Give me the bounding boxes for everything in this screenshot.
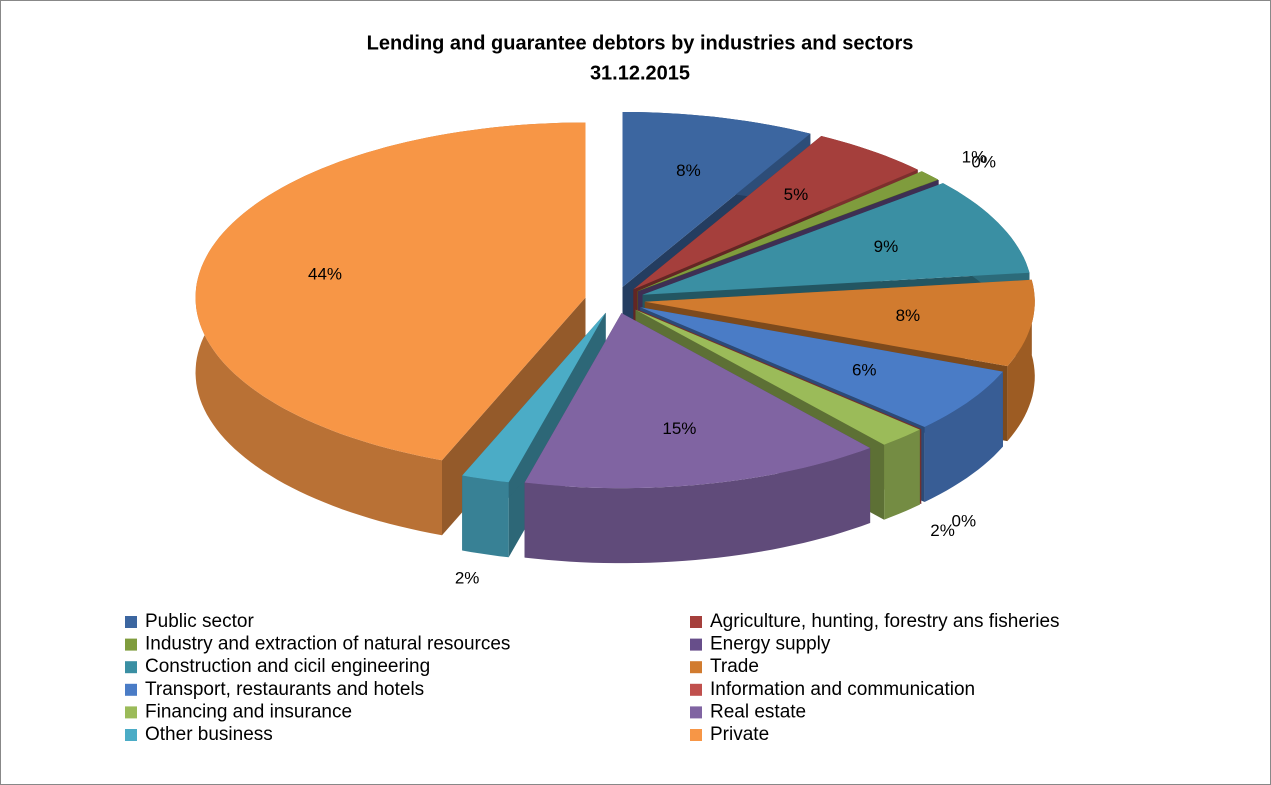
legend-label: Agriculture, hunting, forestry ans fishe… bbox=[710, 611, 1060, 632]
legend-swatch bbox=[125, 661, 137, 674]
slice bbox=[462, 312, 606, 483]
legend-label: Real estate bbox=[710, 701, 806, 722]
data-label: 5% bbox=[784, 185, 809, 204]
legend-swatch bbox=[690, 729, 702, 741]
slice bbox=[642, 183, 1030, 295]
data-label: 2% bbox=[455, 569, 480, 588]
slice bbox=[635, 309, 920, 445]
legend-swatch bbox=[125, 616, 137, 628]
legend-label: Transport, restaurants and hotels bbox=[145, 679, 424, 700]
data-label: 44% bbox=[308, 265, 342, 284]
slice bbox=[622, 112, 811, 287]
data-label: 15% bbox=[662, 419, 696, 438]
data-label: 0% bbox=[971, 153, 996, 172]
data-label: 8% bbox=[676, 161, 701, 180]
slice bbox=[640, 307, 1003, 427]
data-label: 6% bbox=[852, 360, 877, 379]
slice-rim bbox=[924, 371, 1003, 502]
slice-rim bbox=[1007, 279, 1035, 442]
legend-label: Private bbox=[710, 724, 769, 745]
legend-swatch bbox=[125, 706, 137, 719]
chart-subtitle: 31.12.2015 bbox=[590, 62, 690, 84]
slice bbox=[633, 136, 918, 290]
slice bbox=[524, 313, 871, 489]
slice bbox=[195, 122, 586, 461]
legend-swatch bbox=[690, 683, 702, 696]
slice-rim bbox=[524, 448, 871, 564]
legend-label: Industry and extraction of natural resou… bbox=[145, 634, 510, 655]
legend: Public sector Agriculture, hunting, fores… bbox=[125, 611, 1060, 745]
pie: 8%5%1%0%9%44%8%6%0%2%2%15% bbox=[195, 112, 1035, 588]
legend-label: Other business bbox=[145, 724, 273, 745]
legend-label: Construction and cicil engineering bbox=[145, 656, 430, 677]
legend-swatch bbox=[125, 729, 137, 741]
data-label: 1% bbox=[962, 147, 987, 166]
data-label: 2% bbox=[930, 521, 955, 540]
legend-label: Trade bbox=[710, 656, 759, 677]
legend-label: Financing and insurance bbox=[145, 701, 352, 722]
legend-swatch bbox=[690, 706, 702, 719]
slice bbox=[637, 171, 938, 292]
data-label: 8% bbox=[896, 306, 921, 325]
data-label: 9% bbox=[874, 237, 899, 256]
slice-rim bbox=[462, 475, 509, 558]
legend-swatch bbox=[690, 638, 702, 651]
legend-swatch bbox=[690, 661, 702, 674]
legend-label: Public sector bbox=[145, 611, 254, 632]
legend-swatch bbox=[690, 616, 702, 628]
data-label: 0% bbox=[952, 511, 977, 530]
legend-swatch bbox=[125, 638, 137, 651]
slice-rim bbox=[884, 429, 920, 520]
legend-label: Information and communication bbox=[710, 679, 975, 700]
slice bbox=[644, 279, 1035, 367]
legend-swatch bbox=[125, 683, 137, 696]
chart-title: Lending and guarantee debtors by industr… bbox=[367, 32, 914, 54]
legend-label: Energy supply bbox=[710, 634, 831, 655]
